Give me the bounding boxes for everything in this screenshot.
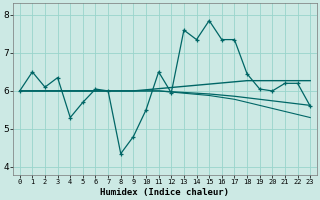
- X-axis label: Humidex (Indice chaleur): Humidex (Indice chaleur): [100, 188, 229, 197]
